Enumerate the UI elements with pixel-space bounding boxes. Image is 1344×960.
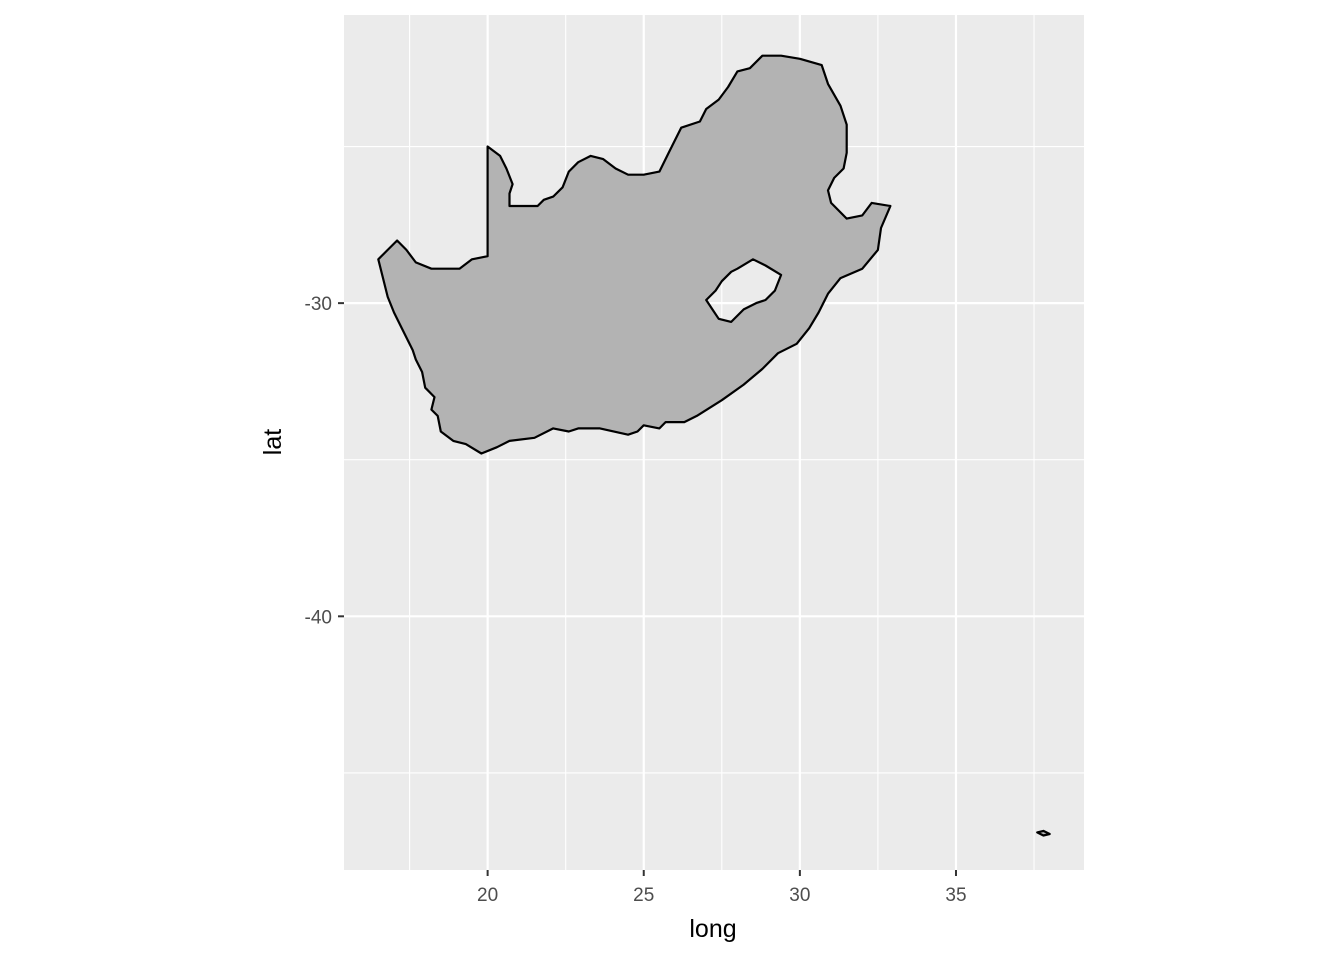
x-axis-title: long — [689, 915, 736, 943]
x-tick-label: 30 — [789, 885, 810, 906]
x-axis: 20 25 30 35 — [477, 870, 967, 906]
y-tick-label: -40 — [305, 607, 332, 628]
y-axis-title: lat — [259, 429, 287, 455]
y-tick-label: -30 — [305, 294, 332, 315]
x-tick-label: 20 — [477, 885, 498, 906]
x-tick-label: 25 — [633, 885, 654, 906]
map-regions — [377, 54, 1051, 837]
mainland-region — [377, 54, 892, 455]
y-axis: -30 -40 — [305, 294, 344, 628]
island-region — [1036, 829, 1051, 837]
x-tick-label: 35 — [945, 885, 966, 906]
